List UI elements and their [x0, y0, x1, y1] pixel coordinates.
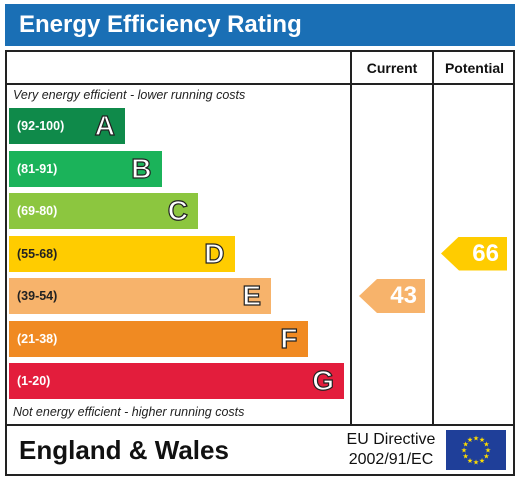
eu-star-icon: ★ — [479, 436, 485, 444]
potential-rating-arrow: 66 — [441, 236, 507, 271]
eu-star-icon: ★ — [461, 447, 467, 455]
band-range-label: (92-100) — [17, 119, 65, 133]
eu-star-icon: ★ — [462, 453, 468, 461]
current-rating-arrow: 43 — [359, 279, 425, 313]
eu-star-icon: ★ — [467, 457, 473, 465]
eu-star-icon: ★ — [473, 459, 479, 467]
band-range-label: (55-68) — [17, 246, 58, 261]
current-column-header: Current — [366, 60, 418, 76]
eu-star-icon: ★ — [483, 441, 489, 449]
potential-column-header: Potential — [444, 60, 505, 76]
band-g: (1-20) G — [9, 363, 344, 399]
band-letter-label: G — [312, 364, 335, 396]
eu-star-icon: ★ — [473, 435, 479, 443]
band-letter-label: C — [167, 194, 188, 226]
inefficient-note: Not energy efficient - higher running co… — [13, 405, 245, 419]
band-b: (81-91) B — [9, 150, 162, 187]
eu-directive: EU Directive 2002/91/EC — [338, 430, 444, 470]
band-f: (21-38) F — [9, 320, 308, 357]
band-letter-label: F — [280, 322, 298, 354]
band-letter-label: D — [204, 237, 225, 269]
footer: England & Wales EU Directive 2002/91/EC … — [5, 426, 515, 476]
potential-rating-value: 66 — [472, 239, 499, 267]
band-range-label: (81-91) — [17, 161, 58, 176]
band-a: (92-100) A — [9, 108, 125, 144]
current-column-divider — [350, 52, 352, 424]
band-range-label: (39-54) — [17, 289, 58, 303]
band-e: (39-54) E — [9, 278, 271, 314]
band-range-label: (1-20) — [17, 374, 51, 388]
eu-star-icon: ★ — [462, 441, 468, 449]
eu-star-icon: ★ — [467, 436, 473, 444]
band-c: (69-80) C — [9, 193, 198, 229]
rating-chart: Current Potential Very energy efficient … — [5, 50, 515, 426]
band-range-label: (69-80) — [17, 204, 58, 218]
eu-directive-line1: EU Directive — [346, 431, 436, 448]
band-range-label: (21-38) — [17, 331, 58, 346]
eu-star-icon: ★ — [479, 457, 485, 465]
current-rating-value: 43 — [390, 282, 417, 309]
eu-star-icon: ★ — [485, 447, 491, 455]
band-letter-label: B — [131, 152, 152, 184]
header-divider — [7, 83, 513, 85]
footer-region: England & Wales — [19, 435, 229, 465]
eu-directive-line2: 2002/91/EC — [348, 451, 434, 468]
eu-star-icon: ★ — [483, 453, 489, 461]
band-letter-label: A — [94, 109, 115, 141]
chart-title: Energy Efficiency Rating — [5, 4, 515, 46]
band-d: (55-68) D — [9, 235, 235, 272]
band-letter-label: E — [242, 279, 262, 311]
efficient-note: Very energy efficient - lower running co… — [13, 88, 246, 102]
eu-flag-icon: ★ ★ ★ ★ ★ ★ ★ ★ ★ ★ ★ ★ — [446, 430, 506, 470]
potential-column-divider — [432, 52, 434, 424]
